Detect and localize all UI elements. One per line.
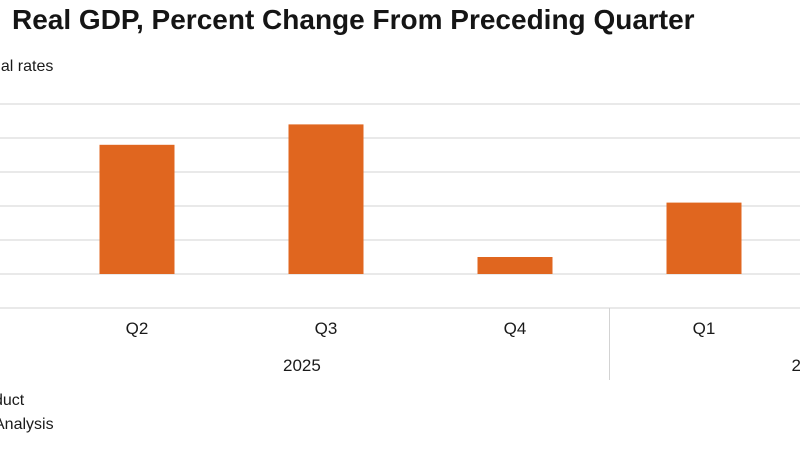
bars: [99, 124, 742, 275]
tick-label: Q2: [126, 319, 149, 338]
bar-q4: [477, 257, 553, 274]
year-label: 20: [792, 356, 800, 375]
tick-label: Q1: [693, 319, 716, 338]
tick-label: Q3: [315, 319, 338, 338]
category-axis: Q2 Q3 Q4 Q1 2025 20: [126, 308, 800, 380]
bar-q2: [99, 144, 175, 274]
bar-q3: [288, 124, 364, 275]
units-note: ual rates: [0, 58, 54, 75]
tick-label: Q4: [504, 319, 527, 338]
year-label: 2025: [283, 356, 321, 375]
bar-q1: [666, 202, 742, 274]
source-line-2: Analysis: [0, 416, 54, 433]
chart-title: Real GDP, Percent Change From Preceding …: [12, 4, 695, 35]
source-line-1: duct: [0, 392, 25, 409]
